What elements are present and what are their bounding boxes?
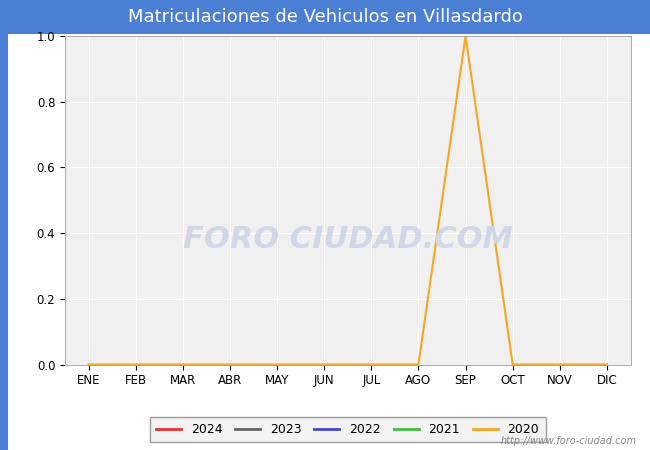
Text: Matriculaciones de Vehiculos en Villasdardo: Matriculaciones de Vehiculos en Villasda… [127, 8, 523, 26]
Text: http://www.foro-ciudad.com: http://www.foro-ciudad.com [501, 436, 637, 446]
Legend: 2024, 2023, 2022, 2021, 2020: 2024, 2023, 2022, 2021, 2020 [150, 417, 545, 442]
Text: FORO CIUDAD.COM: FORO CIUDAD.COM [183, 225, 513, 254]
